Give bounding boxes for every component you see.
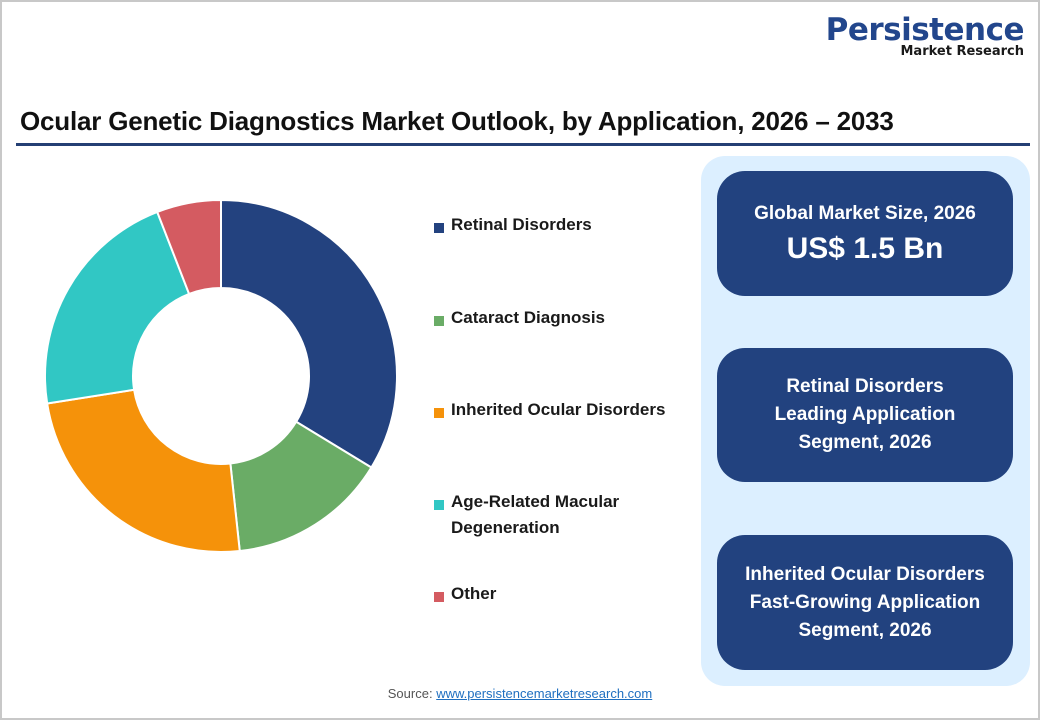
legend-item-cataract-diagnosis: Cataract Diagnosis [434,308,605,331]
legend-label-line-1: Age-Related Macular [451,492,620,511]
donut-chart [44,198,398,553]
legend-swatch-icon [434,223,444,233]
fastest-segment-name: Inherited Ocular Disorders [745,563,985,585]
market-size-label: Global Market Size, 2026 [754,202,976,224]
donut-slice-age-related-macular-degeneration [44,210,191,405]
leading-segment-card: Retinal Disorders Leading Application Se… [717,348,1013,482]
legend-item-age-related-macular-degeneration: Age-Related Macular Degeneration [434,492,619,541]
brand-logo: Persistence Market Research [825,12,1025,59]
source-attribution: Source: www.persistencemarketresearch.co… [0,686,1040,701]
legend-swatch-icon [434,316,444,326]
leading-segment-year: Segment, 2026 [798,432,932,453]
fastest-growing-segment-card: Inherited Ocular Disorders Fast-Growing … [717,535,1013,670]
donut-slice-inherited-ocular-disorders [46,388,241,553]
title-underline [16,143,1030,146]
leading-segment-descriptor: Leading Application [774,404,956,425]
legend-item-other: Other [434,584,496,607]
legend-item-inherited-ocular-disorders: Inherited Ocular Disorders [434,400,665,423]
donut-slice-retinal-disorders [220,198,398,469]
logo-tagline: Market Research [900,44,1025,59]
market-size-value: US$ 1.5 Bn [786,231,944,265]
fastest-segment-year: Segment, 2026 [798,619,932,641]
legend-label-line-2: Degeneration [451,518,560,537]
market-size-card: Global Market Size, 2026 US$ 1.5 Bn [717,171,1013,296]
fastest-segment-descriptor: Fast-Growing Application [749,591,981,613]
source-label: Source: [387,686,433,701]
legend-label: Other [451,584,497,603]
chart-title: Ocular Genetic Diagnostics Market Outloo… [20,106,894,136]
legend-swatch-icon [434,408,444,418]
leading-segment-name: Retinal Disorders [786,376,944,397]
legend-label: Age-Related Macular Degeneration [451,489,619,541]
legend-item-retinal-disorders: Retinal Disorders [434,215,592,238]
logo-wordmark: Persistence [825,12,1025,48]
legend-swatch-icon [434,592,444,602]
source-link[interactable]: www.persistencemarketresearch.com [436,686,653,701]
legend-swatch-icon [434,500,444,510]
legend-label: Retinal Disorders [451,215,592,234]
donut-slice-other [155,198,222,296]
legend-label: Cataract Diagnosis [451,308,605,327]
legend-label: Inherited Ocular Disorders [451,400,666,419]
